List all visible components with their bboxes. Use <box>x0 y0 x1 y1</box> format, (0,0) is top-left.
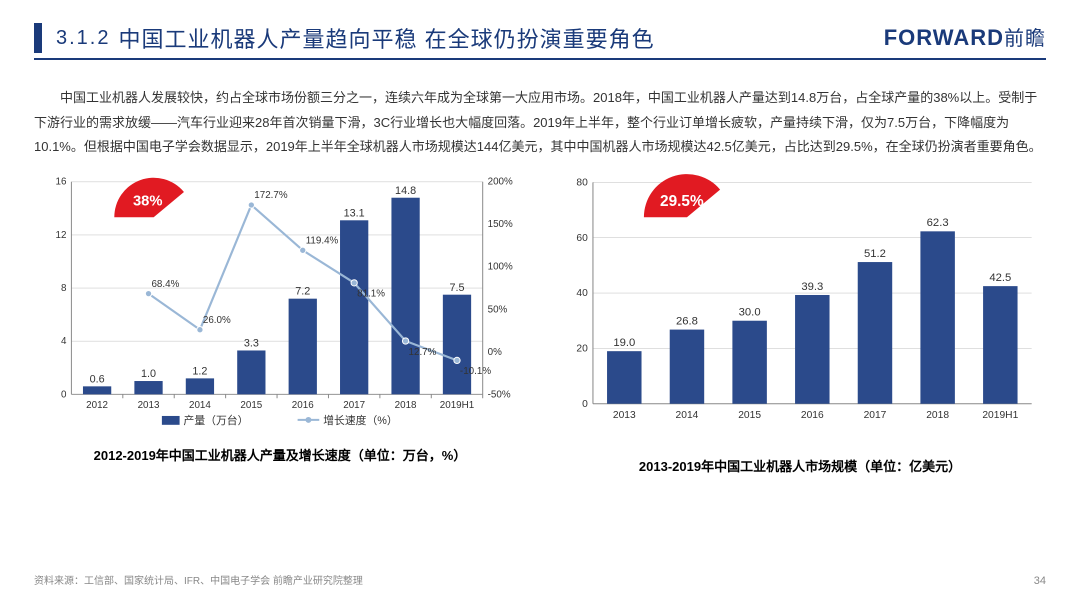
svg-text:2019H1: 2019H1 <box>440 400 474 411</box>
svg-text:119.4%: 119.4% <box>306 235 339 246</box>
svg-text:1.0: 1.0 <box>141 368 156 380</box>
svg-text:2017: 2017 <box>343 400 365 411</box>
svg-text:-50%: -50% <box>488 389 511 400</box>
page-number: 34 <box>1034 575 1046 587</box>
svg-text:2012: 2012 <box>86 400 108 411</box>
svg-text:26.0%: 26.0% <box>203 315 231 326</box>
svg-text:29.5%: 29.5% <box>660 193 704 210</box>
svg-text:200%: 200% <box>488 177 513 188</box>
svg-text:20: 20 <box>576 344 588 355</box>
svg-text:2015: 2015 <box>240 400 262 411</box>
svg-text:3.3: 3.3 <box>244 338 259 350</box>
svg-text:172.7%: 172.7% <box>254 190 288 201</box>
chart-right-svg: 0 20 40 60 80 19.0 2013 26.8 2014 30.0 2015 39.3 201… <box>554 168 1046 445</box>
svg-text:2019H1: 2019H1 <box>982 410 1018 421</box>
logo-en: FORWARD <box>884 25 1004 50</box>
svg-text:7.5: 7.5 <box>449 282 464 294</box>
svg-text:40: 40 <box>576 288 588 299</box>
svg-text:51.2: 51.2 <box>864 248 886 260</box>
svg-text:2018: 2018 <box>395 400 417 411</box>
svg-text:42.5: 42.5 <box>989 272 1011 284</box>
svg-text:2016: 2016 <box>801 410 824 421</box>
page-title: 中国工业机器人产量趋向平稳 在全球仍扮演重要角色 <box>118 22 654 54</box>
svg-text:81.1%: 81.1% <box>357 289 385 300</box>
svg-text:0: 0 <box>582 399 588 410</box>
svg-text:80: 80 <box>576 177 588 188</box>
svg-text:150%: 150% <box>488 219 513 230</box>
svg-text:13.1: 13.1 <box>344 207 365 219</box>
logo: FORWARD前瞻 <box>884 22 1046 51</box>
logo-zh: 前瞻 <box>1004 28 1046 50</box>
svg-text:7.2: 7.2 <box>295 286 310 298</box>
svg-text:4: 4 <box>61 336 67 347</box>
chart-left-svg: 0 4 8 12 16 -50% 0% 50% 100% 150% 200% 0.6 2012 1.0 20… <box>34 168 526 434</box>
svg-text:39.3: 39.3 <box>801 281 823 293</box>
svg-text:2016: 2016 <box>292 400 314 411</box>
svg-text:14.8: 14.8 <box>395 185 416 197</box>
charts-row: 0 4 8 12 16 -50% 0% 50% 100% 150% 200% 0.6 2012 1.0 20… <box>34 168 1046 475</box>
svg-text:62.3: 62.3 <box>927 217 949 229</box>
chart-left-box: 0 4 8 12 16 -50% 0% 50% 100% 150% 200% 0.6 2012 1.0 20… <box>34 168 526 475</box>
chart-left-title: 2012-2019年中国工业机器人产量及增长速度（单位：万台，%） <box>34 445 526 464</box>
svg-text:增长速度（%）: 增长速度（%） <box>323 413 398 427</box>
svg-text:50%: 50% <box>488 304 508 315</box>
svg-text:产量（万台）: 产量（万台） <box>184 413 249 427</box>
svg-text:30.0: 30.0 <box>739 307 761 319</box>
svg-text:2015: 2015 <box>738 410 761 421</box>
section-number: 3.1.2 <box>56 27 110 50</box>
slide-page: 3.1.2 中国工业机器人产量趋向平稳 在全球仍扮演重要角色 FORWARD前瞻… <box>0 0 1080 595</box>
chart-right-title: 2013-2019年中国工业机器人市场规模（单位：亿美元） <box>554 456 1046 475</box>
svg-text:26.8: 26.8 <box>676 316 698 328</box>
svg-text:38%: 38% <box>133 193 163 209</box>
svg-text:12: 12 <box>56 230 67 241</box>
footnote: 资料来源：工信部、国家统计局、IFR、中国电子学会 前瞻产业研究院整理 <box>34 572 363 587</box>
svg-text:60: 60 <box>576 233 588 244</box>
svg-text:2014: 2014 <box>676 410 699 421</box>
svg-text:2014: 2014 <box>189 400 211 411</box>
body-paragraph: 中国工业机器人发展较快，约占全球市场份额三分之一，连续六年成为全球第一大应用市场… <box>34 86 1046 160</box>
svg-text:0.6: 0.6 <box>90 373 105 385</box>
svg-text:19.0: 19.0 <box>613 337 635 349</box>
header-accent-bar <box>34 23 42 53</box>
chart-right-box: 0 20 40 60 80 19.0 2013 26.8 2014 30.0 2015 39.3 201… <box>554 168 1046 475</box>
svg-text:8: 8 <box>61 283 67 294</box>
svg-text:16: 16 <box>56 177 67 188</box>
svg-text:0: 0 <box>61 389 67 400</box>
svg-text:12.7%: 12.7% <box>409 347 437 358</box>
svg-text:68.4%: 68.4% <box>151 279 179 290</box>
svg-text:100%: 100% <box>488 262 513 273</box>
svg-text:0%: 0% <box>488 347 502 358</box>
svg-text:2017: 2017 <box>864 410 887 421</box>
svg-text:2013: 2013 <box>138 400 160 411</box>
svg-text:2018: 2018 <box>926 410 949 421</box>
svg-text:1.2: 1.2 <box>192 365 207 377</box>
svg-text:2013: 2013 <box>613 410 636 421</box>
svg-text:-10.1%: -10.1% <box>460 366 491 377</box>
